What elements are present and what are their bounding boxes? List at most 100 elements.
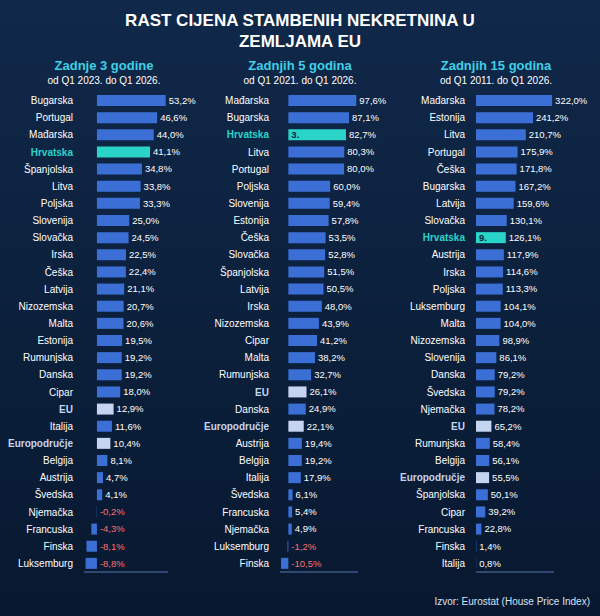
svg-text:22,5%: 22,5% <box>129 249 156 260</box>
svg-text:11,6%: 11,6% <box>115 421 142 432</box>
svg-text:Mađarska: Mađarska <box>421 95 465 106</box>
svg-text:79,2%: 79,2% <box>498 369 525 380</box>
svg-text:33,3%: 33,3% <box>143 198 170 209</box>
svg-text:Rumunjska: Rumunjska <box>23 352 73 363</box>
svg-text:34,8%: 34,8% <box>145 163 172 174</box>
svg-text:Rumunjska: Rumunjska <box>219 369 269 380</box>
svg-text:126,1%: 126,1% <box>509 232 542 243</box>
svg-text:Austrija: Austrija <box>236 438 270 449</box>
svg-text:82,7%: 82,7% <box>349 129 376 140</box>
svg-text:12,9%: 12,9% <box>117 403 144 414</box>
svg-text:Slovenija: Slovenija <box>424 352 465 363</box>
svg-text:Bugarska: Bugarska <box>423 181 466 192</box>
svg-text:Francuska: Francuska <box>26 524 73 535</box>
svg-text:79,2%: 79,2% <box>498 386 525 397</box>
svg-text:20,6%: 20,6% <box>127 318 154 329</box>
svg-text:104,0%: 104,0% <box>504 318 537 329</box>
svg-text:19,4%: 19,4% <box>305 438 332 449</box>
svg-text:104,1%: 104,1% <box>504 301 537 312</box>
svg-text:Estonija: Estonija <box>233 215 269 226</box>
svg-text:Malta: Malta <box>441 318 466 329</box>
svg-text:Austrija: Austrija <box>40 472 74 483</box>
svg-text:Italija: Italija <box>246 472 270 483</box>
svg-text:Luksemburg: Luksemburg <box>410 301 465 312</box>
svg-text:Luksemburg: Luksemburg <box>214 541 269 552</box>
svg-text:59,4%: 59,4% <box>333 198 360 209</box>
svg-text:58,4%: 58,4% <box>493 438 520 449</box>
svg-text:38,2%: 38,2% <box>318 352 345 363</box>
svg-text:46,6%: 46,6% <box>160 112 187 123</box>
svg-text:57,8%: 57,8% <box>332 215 359 226</box>
svg-text:26,1%: 26,1% <box>310 386 337 397</box>
svg-text:50,5%: 50,5% <box>327 283 354 294</box>
svg-text:41,2%: 41,2% <box>320 335 347 346</box>
svg-text:86,1%: 86,1% <box>499 352 526 363</box>
svg-text:98,9%: 98,9% <box>502 335 529 346</box>
svg-text:Poljska: Poljska <box>41 198 74 209</box>
svg-text:-1,2%: -1,2% <box>291 541 316 552</box>
svg-text:-0,2%: -0,2% <box>100 506 125 517</box>
svg-text:EU: EU <box>59 404 73 415</box>
svg-text:19,5%: 19,5% <box>125 335 152 346</box>
svg-text:Slovenija: Slovenija <box>32 215 73 226</box>
svg-text:Litva: Litva <box>52 181 74 192</box>
svg-text:18,0%: 18,0% <box>123 386 150 397</box>
svg-text:Francuska: Francuska <box>222 507 269 518</box>
svg-text:19,2%: 19,2% <box>305 455 332 466</box>
svg-text:3.: 3. <box>291 129 299 140</box>
svg-text:44,0%: 44,0% <box>157 129 184 140</box>
svg-text:10,4%: 10,4% <box>113 438 140 449</box>
svg-text:Švedska: Švedska <box>35 488 74 500</box>
svg-text:65,2%: 65,2% <box>494 421 521 432</box>
svg-text:Europodručje: Europodručje <box>204 421 269 432</box>
svg-text:Belgija: Belgija <box>43 455 73 466</box>
svg-text:Austrija: Austrija <box>432 249 466 260</box>
svg-text:Cipar: Cipar <box>245 335 270 346</box>
svg-text:Bugarska: Bugarska <box>227 112 270 123</box>
svg-text:80,3%: 80,3% <box>347 146 374 157</box>
svg-text:Italija: Italija <box>442 558 466 569</box>
svg-text:Danska: Danska <box>431 369 465 380</box>
svg-text:Slovačka: Slovačka <box>32 232 73 243</box>
svg-text:Češka: Češka <box>45 266 74 278</box>
svg-text:Slovačka: Slovačka <box>228 249 269 260</box>
svg-text:78,2%: 78,2% <box>497 403 524 414</box>
svg-text:Hrvatska: Hrvatska <box>227 129 270 140</box>
svg-text:56,1%: 56,1% <box>492 455 519 466</box>
svg-text:1,4%: 1,4% <box>479 541 501 552</box>
svg-text:25,0%: 25,0% <box>132 215 159 226</box>
svg-text:22,8%: 22,8% <box>484 523 511 534</box>
svg-text:Češka: Češka <box>437 163 466 175</box>
svg-text:Švedska: Švedska <box>231 488 270 500</box>
svg-text:Mađarska: Mađarska <box>225 95 269 106</box>
svg-text:167,2%: 167,2% <box>519 181 552 192</box>
svg-text:4,9%: 4,9% <box>295 523 317 534</box>
svg-text:Hrvatska: Hrvatska <box>423 232 466 243</box>
svg-text:Malta: Malta <box>245 352 270 363</box>
svg-text:60,0%: 60,0% <box>333 181 360 192</box>
svg-text:87,1%: 87,1% <box>352 112 379 123</box>
svg-text:-8,8%: -8,8% <box>100 558 125 569</box>
svg-text:Finska: Finska <box>44 541 74 552</box>
svg-text:Latvija: Latvija <box>240 284 269 295</box>
svg-text:241,2%: 241,2% <box>536 112 569 123</box>
svg-text:9.: 9. <box>479 232 487 243</box>
svg-text:130,1%: 130,1% <box>510 215 543 226</box>
svg-text:Nizozemska: Nizozemska <box>215 318 270 329</box>
svg-text:97,6%: 97,6% <box>359 95 386 106</box>
svg-text:159,6%: 159,6% <box>517 198 550 209</box>
svg-text:22,4%: 22,4% <box>129 266 156 277</box>
svg-text:17,9%: 17,9% <box>304 472 331 483</box>
svg-text:Irska: Irska <box>247 301 269 312</box>
svg-text:Slovačka: Slovačka <box>424 215 465 226</box>
svg-text:52,8%: 52,8% <box>328 249 355 260</box>
svg-text:171,8%: 171,8% <box>520 163 553 174</box>
svg-text:8,1%: 8,1% <box>110 455 132 466</box>
svg-text:Cipar: Cipar <box>49 387 74 398</box>
svg-text:Europodručje: Europodručje <box>400 472 465 483</box>
svg-text:5,4%: 5,4% <box>295 506 317 517</box>
svg-text:-4,3%: -4,3% <box>100 523 125 534</box>
svg-text:Poljska: Poljska <box>237 181 270 192</box>
svg-text:53,5%: 53,5% <box>329 232 356 243</box>
svg-text:Mađarska: Mađarska <box>29 129 73 140</box>
